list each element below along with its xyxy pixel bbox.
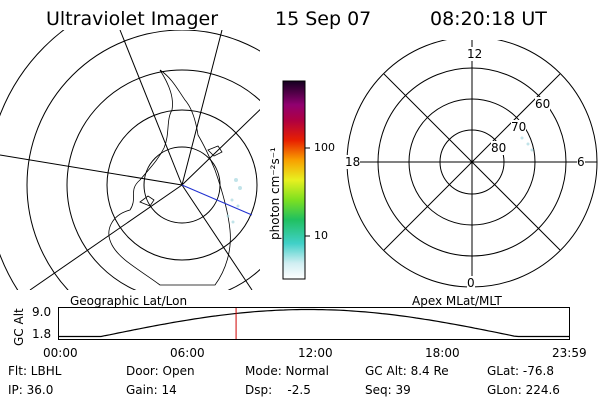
mlat-label-60: 60 [535, 97, 551, 111]
magnetic-map [346, 40, 598, 288]
mlat-label-70: 70 [511, 120, 527, 134]
altitude-xtick-2359: 23:59 [552, 346, 587, 360]
observation-time: 08:20:18 UT [430, 8, 547, 30]
altitude-xtick-1800: 18:00 [425, 346, 460, 360]
aurora-emission [226, 178, 242, 224]
filter-info: Flt: LBHL [8, 364, 62, 378]
meridian-line [181, 30, 223, 186]
lat-circle [0, 30, 65, 290]
geographic-map [0, 30, 260, 290]
dsp-info: Dsp: -2.5 [245, 383, 311, 397]
observation-date: 15 Sep 07 [275, 8, 372, 30]
mlt-label-18: 18 [345, 155, 361, 169]
altitude-ytick-low: 1.8 [32, 327, 52, 341]
meridian-line [0, 154, 183, 186]
meridian-line [29, 184, 183, 290]
meridian-line [181, 108, 260, 186]
instrument-title: Ultraviolet Imager [46, 8, 219, 30]
altitude-curve [58, 308, 570, 338]
coastline [139, 145, 223, 207]
mode-info: Mode: Normal [245, 364, 329, 378]
lat-circle [106, 109, 258, 261]
glon-info: GLon: 224.6 [487, 383, 560, 397]
mlat-label-80: 80 [491, 141, 507, 155]
gc-alt-info: GC Alt: 8.4 Re [365, 364, 449, 378]
colorbar-unit-label: photon cm⁻²s⁻¹ [268, 147, 282, 240]
seq-info: Seq: 39 [365, 383, 411, 397]
gain-info: Gain: 14 [126, 383, 177, 397]
altitude-xtick-0000: 00:00 [43, 346, 78, 360]
coastline [108, 69, 231, 286]
geographic-map-label: Geographic Lat/Lon [70, 294, 188, 308]
door-info: Door: Open [126, 364, 195, 378]
altitude-ylabel: GC Alt [12, 308, 26, 346]
glat-info: GLat: -76.8 [487, 364, 554, 378]
magnetic-line [181, 184, 253, 216]
magnetic-map-label: Apex MLat/MLT [412, 294, 502, 308]
altitude-xtick-0600: 06:00 [170, 346, 205, 360]
mlt-line [383, 73, 561, 251]
colorbar [282, 80, 310, 280]
colorbar-gradient [282, 80, 306, 280]
altitude-plot [58, 307, 570, 340]
altitude-ytick-high: 9.0 [32, 305, 52, 319]
mlt-label-6: 6 [577, 155, 585, 169]
lat-circle [26, 30, 260, 290]
lat-circle [66, 69, 260, 290]
mlt-label-12: 12 [467, 47, 483, 61]
mlt-label-0: 0 [467, 276, 475, 290]
altitude-frame [58, 307, 570, 340]
meridian-line [181, 184, 253, 290]
ip-info: IP: 36.0 [8, 383, 54, 397]
aurora-emission [520, 136, 534, 152]
colorbar-tick-label-100: 100 [314, 141, 335, 154]
colorbar-tick-label-10: 10 [314, 229, 328, 242]
meridian-line [119, 30, 183, 186]
altitude-xtick-1200: 12:00 [298, 346, 333, 360]
